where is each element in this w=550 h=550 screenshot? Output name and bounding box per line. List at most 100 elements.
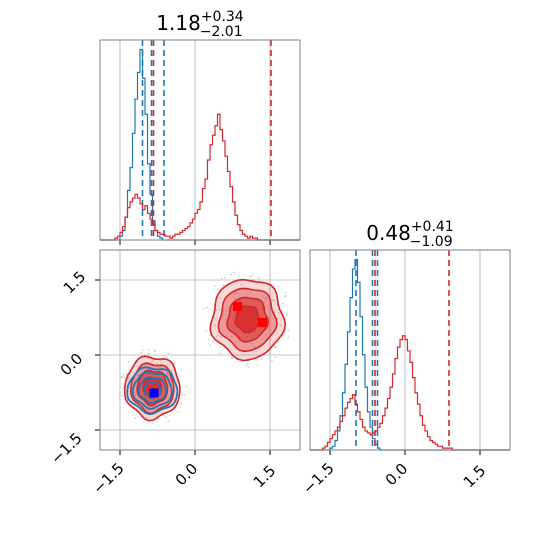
scatter-point <box>205 330 207 332</box>
scatter-point <box>277 311 280 314</box>
scatter-point <box>137 374 139 376</box>
truth-marker-1 <box>233 302 242 311</box>
title-param1-value: 1.18 <box>156 11 201 35</box>
scatter-point <box>286 313 288 316</box>
scatter-point <box>156 362 158 365</box>
scatter-point <box>134 384 137 387</box>
contour-series-1-blob-0-level-2 <box>137 376 168 405</box>
scatter-point <box>147 353 150 355</box>
scatter-point <box>274 311 276 313</box>
scatter-point <box>285 315 288 318</box>
x-tick-label-joint-2: 0.0 <box>172 460 202 490</box>
contour-series-1-blob-0-level-0 <box>126 366 179 416</box>
scatter-point <box>127 376 130 379</box>
scatter-point <box>247 366 250 368</box>
scatter-point <box>231 357 234 360</box>
scatter-point <box>246 293 249 296</box>
scatter-point <box>284 291 287 294</box>
scatter-point <box>222 284 225 287</box>
scatter-point <box>146 417 148 419</box>
scatter-point <box>215 335 218 337</box>
histogram-frame-param2 <box>309 249 511 451</box>
scatter-point <box>263 301 265 304</box>
y-tick-labels: 1.5 0.0 −1.5 <box>47 268 89 468</box>
scatter-point <box>266 296 269 298</box>
scatter-point <box>159 367 161 369</box>
scatter-point <box>202 307 205 310</box>
scatter-point <box>261 358 263 361</box>
x-tick-label-joint-1: −1.5 <box>89 459 127 497</box>
scatter-point <box>173 362 175 364</box>
scatter-point <box>219 352 222 354</box>
scatter-point <box>279 324 282 327</box>
scatter-point <box>240 283 243 286</box>
scatter-point <box>214 285 216 288</box>
scatter-point <box>122 373 125 375</box>
contour-frame <box>99 249 301 451</box>
y-tick-label-1: 1.5 <box>60 268 90 298</box>
scatter-point <box>140 351 143 354</box>
scatter-point <box>154 350 156 352</box>
x-tick-label-right-1: −1.5 <box>299 459 337 497</box>
scatter-point <box>230 356 233 359</box>
y-tick-label-2: 0.0 <box>57 350 87 380</box>
scatter-point <box>183 393 186 396</box>
scatter-point <box>258 277 260 280</box>
title-param2-value: 0.48 <box>366 221 411 245</box>
scatter-point <box>206 306 208 309</box>
scatter-point <box>251 278 253 281</box>
scatter-point <box>238 275 240 277</box>
scatter-point <box>128 387 131 389</box>
scatter-point <box>217 304 219 307</box>
scatter-point <box>165 416 167 418</box>
scatter-point <box>236 292 239 295</box>
scatter-point <box>264 297 266 300</box>
scatter-point <box>121 375 123 378</box>
scatter-point <box>180 402 182 405</box>
scatter-point <box>214 324 217 326</box>
scatter-point <box>177 411 179 413</box>
scatter-point <box>274 346 277 349</box>
scatter-point <box>233 271 236 274</box>
scatter-point <box>216 288 219 291</box>
title-param2-sup: +0.41 <box>411 219 454 235</box>
scatter-point <box>153 349 156 351</box>
histogram-panel-param2: 0.48+0.41 −1.09 −1.5 0.0 1.5 <box>299 219 511 498</box>
scatter-point <box>246 362 249 365</box>
scatter-point <box>234 291 237 294</box>
scatter-point <box>223 277 226 279</box>
scatter-point <box>224 321 227 323</box>
scatter-point <box>277 341 280 343</box>
scatter-point <box>151 360 153 362</box>
scatter-point <box>181 394 184 396</box>
scatter-point <box>139 354 142 356</box>
scatter-point <box>264 306 266 308</box>
title-param1-sub: −2.01 <box>200 24 243 40</box>
truth-marker-2 <box>258 318 267 327</box>
title-param1-sup: +0.34 <box>201 9 244 25</box>
scatter-point <box>134 391 136 393</box>
scatter-point <box>118 397 121 400</box>
scatter-point <box>273 298 275 301</box>
scatter-point <box>226 310 228 312</box>
scatter-point <box>144 363 147 366</box>
scatter-point <box>168 352 170 355</box>
scatter-point <box>251 272 254 275</box>
scatter-point <box>125 372 128 375</box>
scatter-point <box>224 317 227 320</box>
histogram-frame-param1 <box>99 39 301 241</box>
scatter-point <box>234 298 237 300</box>
scatter-point <box>118 393 121 395</box>
scatter-point <box>277 285 280 288</box>
scatter-point <box>218 308 220 310</box>
scatter-point <box>256 364 259 367</box>
histogram-panel-param1: 1.18+0.34 −2.01 <box>99 9 301 245</box>
scatter-point <box>249 291 252 293</box>
scatter-point <box>233 293 236 295</box>
scatter-point <box>225 313 227 316</box>
scatter-point <box>170 369 173 372</box>
scatter-point <box>254 346 256 348</box>
title-param2: 0.48+0.41 −1.09 <box>366 219 453 250</box>
scatter-point <box>168 414 171 416</box>
